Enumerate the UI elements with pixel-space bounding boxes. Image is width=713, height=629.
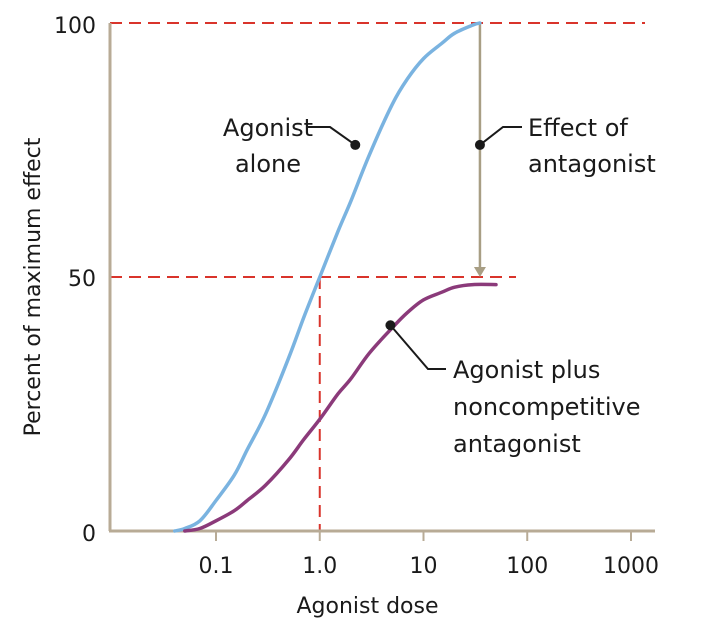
effect-arrow	[473, 23, 486, 277]
agonist-alone-label-line: alone	[235, 150, 301, 178]
effect-of-antagonist-label-line: antagonist	[528, 150, 656, 178]
agonist-alone-label: Agonist alone	[223, 114, 313, 178]
series	[172, 21, 498, 533]
agonist-plus-label-line: noncompetitive	[453, 393, 641, 421]
agonist-plus-label-line: antagonist	[453, 430, 581, 458]
y-tick-label: 50	[68, 267, 96, 292]
y-axis-title: Percent of maximum effect	[21, 137, 46, 436]
x-tick-labels: 0.1 1.0 10 100 1000	[199, 531, 659, 579]
x-tick-label: 0.1	[199, 554, 234, 579]
x-tick-label: 10	[410, 554, 438, 579]
series-agonist-alone	[172, 21, 482, 533]
agonist-plus-label-line: Agonist plus	[453, 356, 600, 384]
agonist-plus-leader	[389, 324, 446, 370]
agonist-plus-label: Agonist plus noncompetitive antagonist	[453, 356, 641, 458]
x-tick-label: 100	[506, 554, 548, 579]
x-tick-label: 1000	[603, 554, 659, 579]
y-tick-labels: 0 50 100	[54, 14, 96, 547]
x-axis-title: Agonist dose	[296, 594, 438, 619]
effect-of-antagonist-label-line: Effect of	[528, 114, 628, 142]
agonist-alone-leader	[307, 126, 356, 146]
effect-arrow-head	[473, 267, 486, 277]
y-tick-label: 0	[82, 522, 96, 547]
agonist-alone-label-line: Agonist	[223, 114, 313, 142]
effect-of-antagonist-label: Effect of antagonist	[528, 114, 656, 178]
series-agonist-plus-noncompetitive-antagonist	[183, 282, 498, 533]
y-tick-label: 100	[54, 14, 96, 39]
x-tick-label: 1.0	[302, 554, 337, 579]
effect-of-antagonist-leader	[479, 126, 522, 146]
reference-lines	[110, 22, 645, 531]
